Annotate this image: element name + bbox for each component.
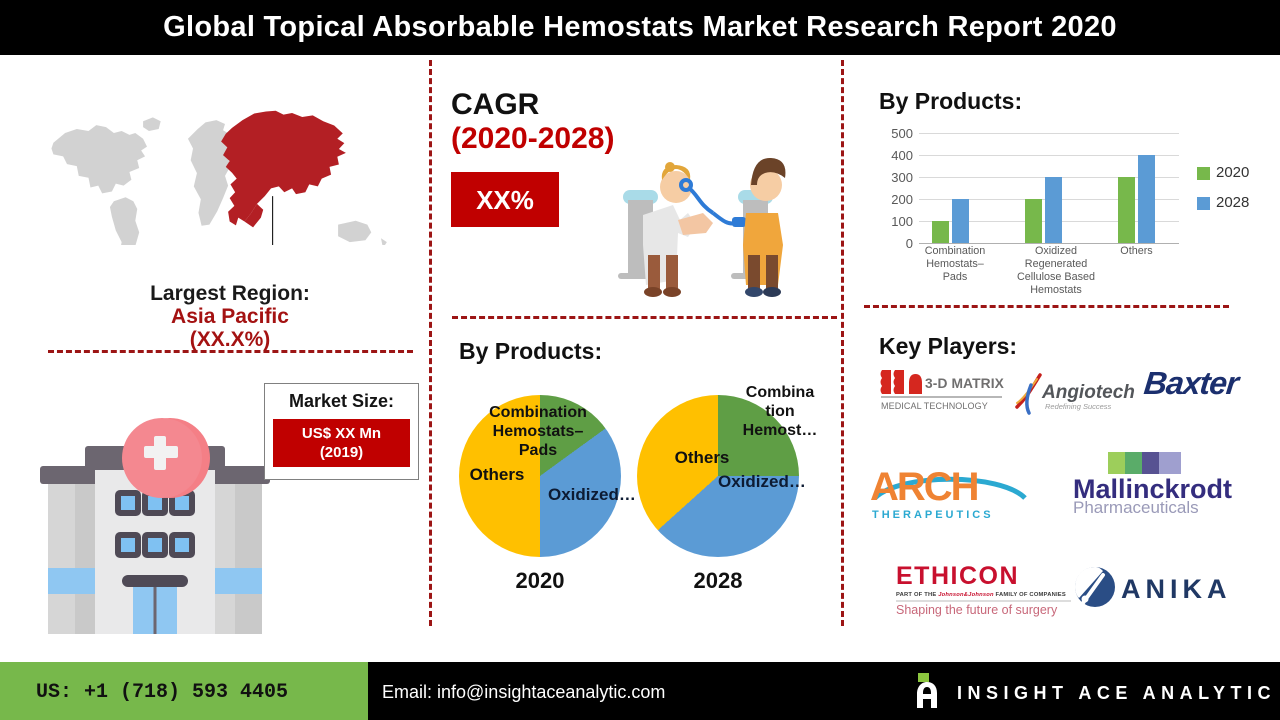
svg-text:PART OF THE Johnson&Johnson FA: PART OF THE Johnson&Johnson FAMILY OF CO… (896, 592, 1066, 598)
svg-text:Angiotech: Angiotech (1041, 382, 1135, 403)
svg-text:THERAPEUTICS: THERAPEUTICS (872, 509, 994, 521)
svg-text:Shaping the future of surgery: Shaping the future of surgery (896, 603, 1058, 617)
svg-text:ANIKA: ANIKA (1121, 574, 1232, 604)
svg-text:ARCH: ARCH (870, 465, 978, 509)
svg-text:MEDICAL TECHNOLOGY: MEDICAL TECHNOLOGY (881, 401, 988, 411)
svg-text:ETHICON: ETHICON (896, 562, 1019, 590)
svg-text:3-D MATRIX: 3-D MATRIX (925, 376, 1004, 391)
svg-text:Redefining Success: Redefining Success (1045, 402, 1112, 411)
svg-text:Pharmaceuticals: Pharmaceuticals (1073, 498, 1199, 515)
